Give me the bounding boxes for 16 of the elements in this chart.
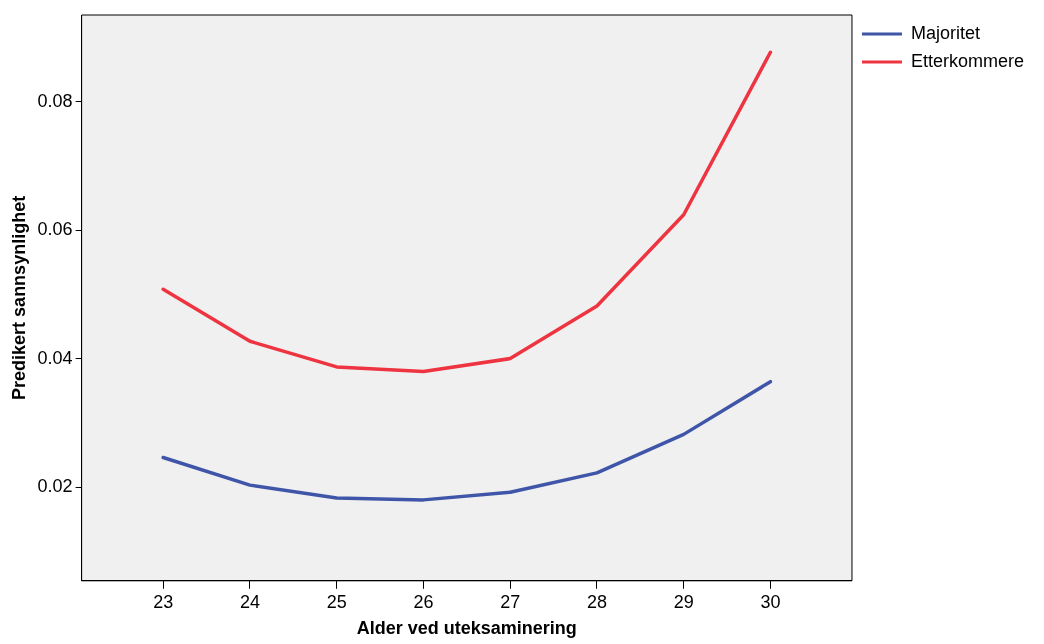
x-tick-label: 28 — [586, 591, 607, 612]
x-tick-label: 27 — [500, 591, 521, 612]
legend-label: Etterkommere — [910, 50, 1024, 71]
y-tick-label: 0.06 — [37, 219, 73, 240]
y-tick-label: 0.08 — [37, 90, 73, 111]
x-axis-title: Alder ved uteksaminering — [356, 618, 577, 639]
x-tick-label: 30 — [760, 591, 781, 612]
legend-label: Majoritet — [910, 22, 980, 43]
y-tick-label: 0.02 — [37, 476, 73, 496]
y-axis-title: Predikert sannsynlighet — [8, 195, 29, 400]
x-tick-label: 26 — [413, 591, 434, 612]
y-tick-label: 0.04 — [37, 347, 73, 368]
x-tick-label: 24 — [239, 591, 260, 612]
x-tick-label: 29 — [673, 591, 694, 612]
x-tick-label: 25 — [326, 591, 347, 612]
x-tick-label: 23 — [153, 591, 174, 612]
